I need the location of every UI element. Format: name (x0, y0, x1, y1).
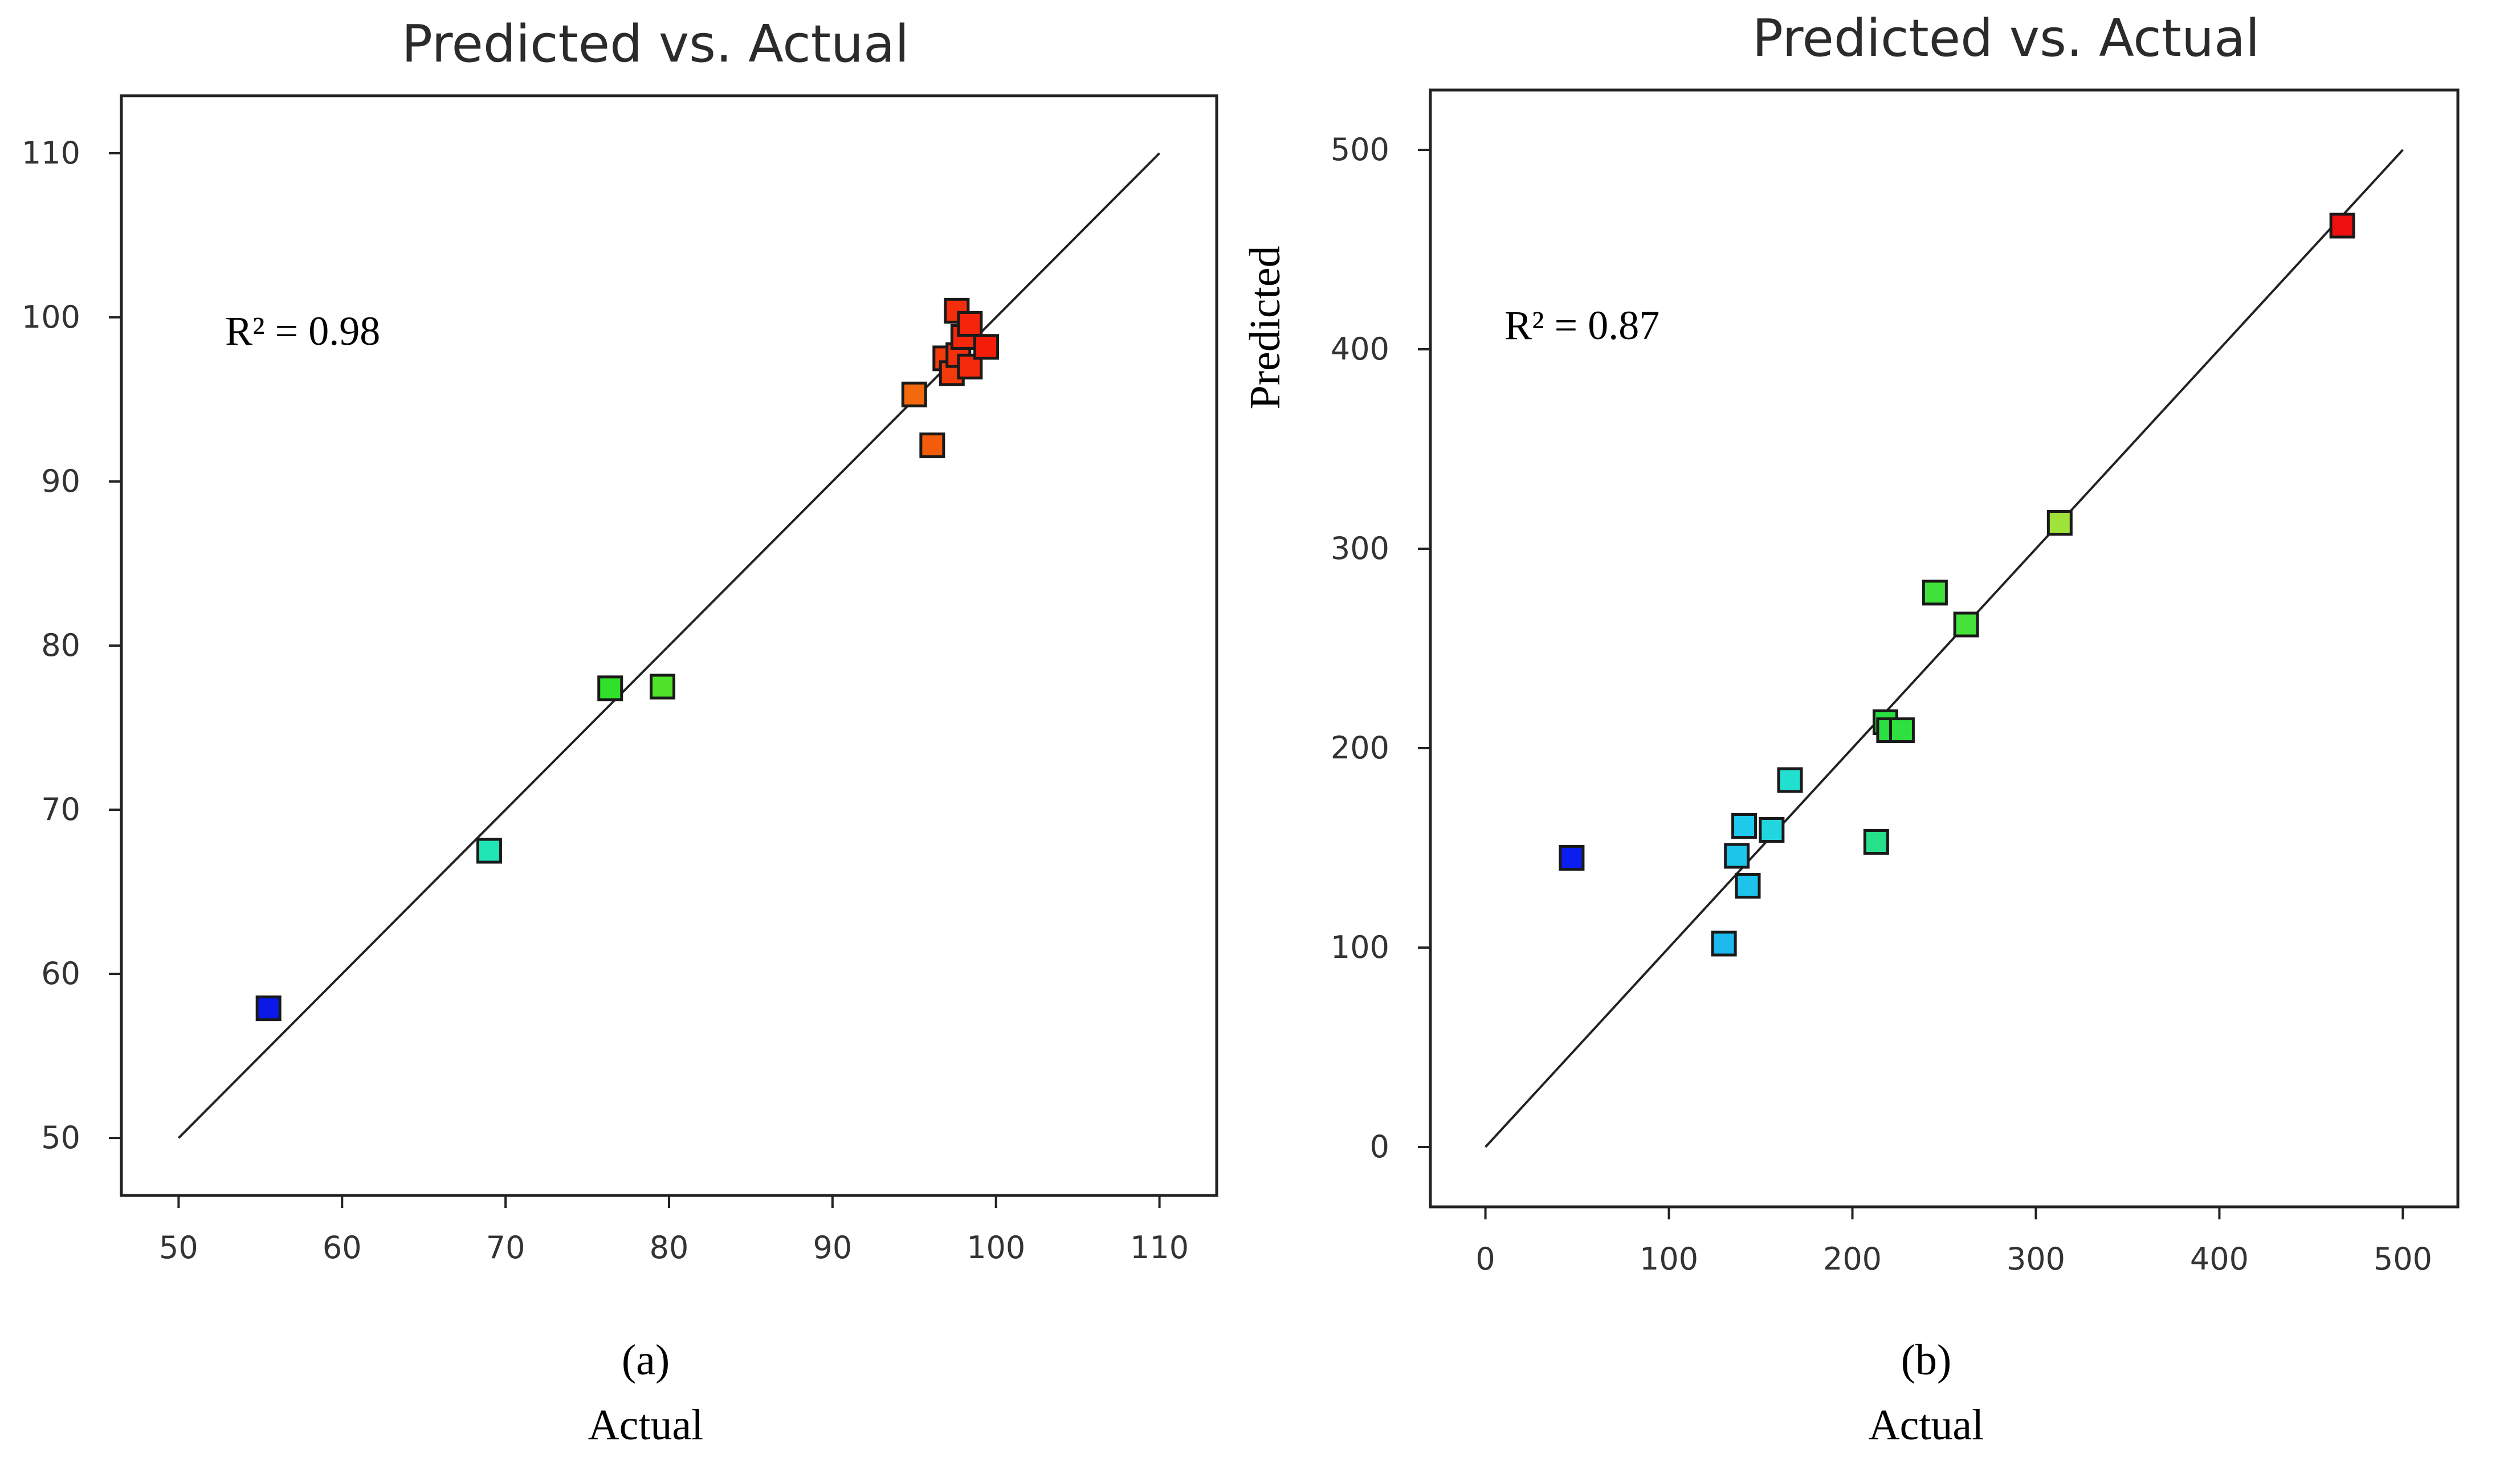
y-tick-label: 200 (1331, 730, 1389, 766)
y-tick-label: 60 (41, 956, 80, 991)
x-tick-label: 80 (650, 1230, 689, 1266)
data-point (957, 311, 983, 337)
data-point (944, 297, 970, 324)
panel-b-r-squared: R² = 0.87 (1504, 303, 1659, 348)
panel-a-x-axis-label: Actual (588, 1401, 704, 1449)
y-tick-label: 300 (1331, 530, 1389, 566)
data-point (1863, 829, 1889, 855)
y-tick-label: 500 (1331, 132, 1389, 168)
y-tick-label: 110 (22, 135, 80, 171)
panel-a-x-ticks: 50 60 70 80 90 100 110 (159, 1195, 1189, 1266)
panel-b-points (1559, 213, 2355, 957)
panel-b-y-axis-label: Predicted (1241, 246, 1289, 409)
x-tick-label: 400 (2190, 1241, 2249, 1277)
y-tick-label: 50 (41, 1120, 80, 1156)
x-tick-label: 50 (159, 1230, 198, 1266)
panel-b-x-axis-label: Actual (1869, 1401, 1984, 1449)
y-tick-label: 90 (41, 463, 80, 499)
x-tick-label: 200 (1823, 1241, 1882, 1277)
panel-a-r-squared: R² = 0.98 (225, 308, 380, 354)
x-tick-label: 110 (1130, 1230, 1189, 1266)
data-point (2329, 213, 2355, 239)
panel-a-points (255, 297, 1000, 1022)
panel-a-title: Predicted vs. Actual (402, 14, 909, 74)
y-tick-label: 100 (22, 299, 80, 335)
y-tick-label: 80 (41, 627, 80, 663)
panel-a-label: (a) (622, 1336, 670, 1384)
x-tick-label: 0 (1475, 1241, 1495, 1277)
data-point (255, 995, 282, 1022)
data-point (919, 432, 945, 459)
data-point (957, 353, 983, 379)
x-tick-label: 500 (2374, 1241, 2432, 1277)
data-point (901, 381, 927, 407)
data-point (1953, 611, 1979, 638)
data-point (1777, 767, 1803, 793)
x-tick-label: 70 (486, 1230, 525, 1266)
data-point (1731, 813, 1758, 839)
panel-a: Predicted vs. Actual 50 60 70 80 90 100 110 50… (22, 14, 1218, 1449)
data-point (1724, 843, 1750, 869)
data-point (1922, 579, 1948, 606)
x-tick-label: 300 (2007, 1241, 2065, 1277)
data-point (1759, 817, 1785, 843)
panel-b-y-ticks: 0 100 200 300 400 500 (1331, 132, 1430, 1165)
y-tick-label: 100 (1331, 929, 1389, 965)
panel-b-x-ticks: 0 100 200 300 400 500 (1475, 1207, 2432, 1277)
data-point (1559, 845, 1585, 871)
panel-b-label: (b) (1901, 1336, 1952, 1384)
data-point (2046, 510, 2073, 536)
data-point (1889, 717, 1915, 743)
panel-b: Predicted vs. Actual 0 100 200 300 400 500 0 1… (1241, 9, 2460, 1449)
data-point (1735, 873, 1761, 899)
data-point (476, 838, 502, 864)
panel-a-reference-line (177, 152, 1161, 1139)
panel-b-plot-frame (1429, 88, 2460, 1209)
data-point (650, 674, 676, 700)
data-point (597, 675, 623, 701)
panel-b-title: Predicted vs. Actual (1752, 9, 2260, 68)
panel-a-y-ticks: 50 60 70 80 90 100 110 (22, 135, 121, 1156)
x-tick-label: 100 (967, 1230, 1025, 1266)
x-tick-label: 60 (323, 1230, 362, 1266)
data-point (973, 334, 1000, 360)
data-point (1711, 930, 1737, 957)
panel-b-reference-line (1485, 149, 2404, 1148)
y-tick-label: 400 (1331, 331, 1389, 367)
y-tick-label: 0 (1370, 1129, 1389, 1165)
x-tick-label: 100 (1640, 1241, 1698, 1277)
x-tick-label: 90 (813, 1230, 853, 1266)
y-tick-label: 70 (41, 791, 80, 827)
